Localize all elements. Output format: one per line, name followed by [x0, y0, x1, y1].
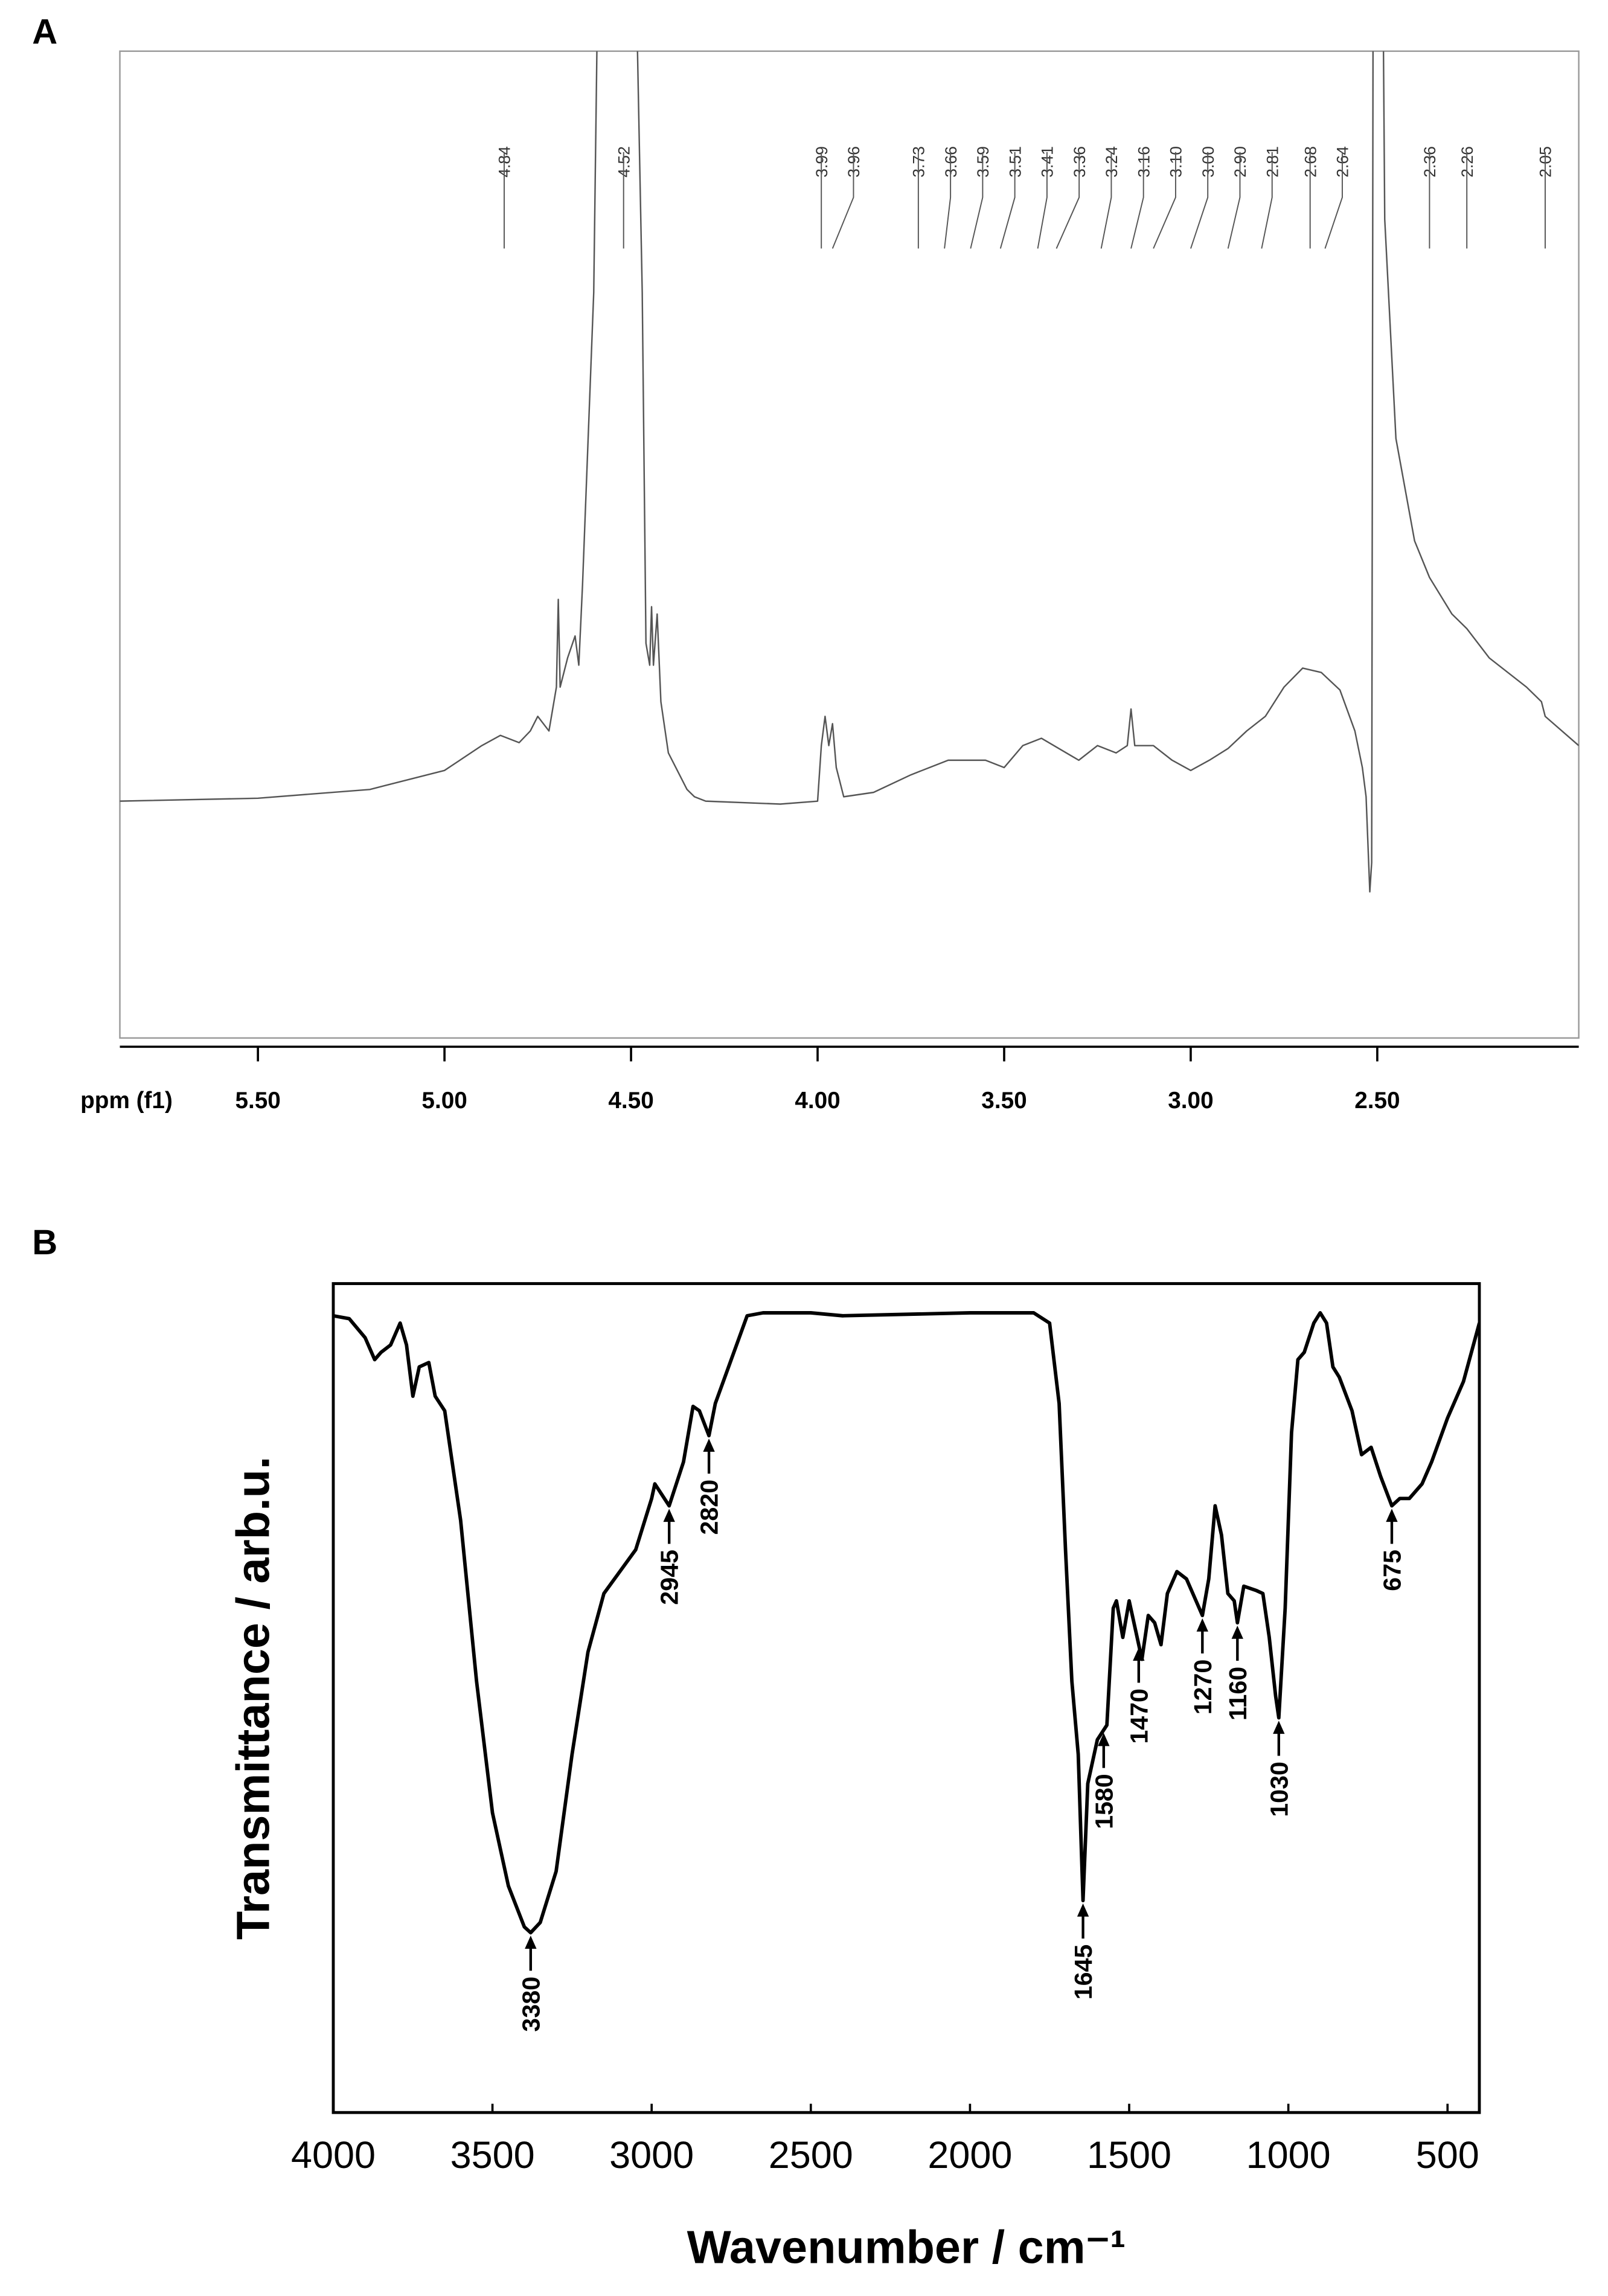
x-tick-label: 4000 [291, 2134, 376, 2176]
peak-leader [999, 152, 1016, 249]
spectrum-line [333, 1311, 1479, 1935]
arrow-head [525, 1935, 537, 1949]
peak-label: 1580 [1090, 1774, 1118, 1829]
x-tick-label: 500 [1416, 2134, 1479, 2176]
x-tick-label: 2500 [769, 2134, 853, 2176]
arrow-head [663, 1509, 675, 1522]
arrow-head [1098, 1733, 1110, 1746]
panel-label: B [32, 1223, 57, 1262]
peak-leader [944, 152, 952, 249]
peak-label: 675 [1378, 1550, 1406, 1591]
x-tick-label: 5.00 [421, 1088, 467, 1114]
x-tick-label: 5.50 [235, 1088, 280, 1114]
peak-leader [831, 152, 854, 249]
peak-label: 2820 [696, 1480, 723, 1535]
x-tick-label: 4.50 [608, 1088, 653, 1114]
peak-label: 3380 [517, 1977, 545, 2032]
x-tick-label: 1000 [1246, 2134, 1331, 2176]
peak-leader [1324, 152, 1343, 249]
plot-frame [119, 50, 1580, 1039]
plot-frame [332, 1282, 1481, 2114]
peak-leader [1037, 152, 1048, 249]
x-tick-label: 3000 [609, 2134, 694, 2176]
panel-label: A [32, 13, 57, 52]
peak-label: 1160 [1224, 1667, 1252, 1720]
peak-label: 1470 [1125, 1688, 1153, 1744]
x-tick-label: 3500 [450, 2134, 535, 2176]
peak-leader [1227, 152, 1241, 249]
x-tick-label: 2000 [927, 2134, 1012, 2176]
arrow-head [703, 1438, 715, 1452]
peak-leader [970, 152, 984, 249]
peak-leader [1100, 152, 1112, 249]
peak-label: 1030 [1265, 1762, 1293, 1817]
x-tick-label: 4.00 [795, 1088, 840, 1114]
arrow-head [1133, 1647, 1145, 1661]
arrow-head [1386, 1509, 1398, 1522]
y-axis-label: Transmittance / arb.u. [227, 1457, 279, 1940]
peak-leader [1190, 152, 1209, 249]
x-tick-label: 3.00 [1168, 1088, 1213, 1114]
arrow-head [1273, 1720, 1285, 1734]
x-tick-label: 1500 [1087, 2134, 1171, 2176]
peak-label: 2945 [656, 1550, 684, 1605]
peak-label: 1645 [1069, 1945, 1097, 2000]
x-tick-label: 3.50 [981, 1088, 1027, 1114]
x-axis-label: Wavenumber / cm⁻¹ [687, 2222, 1126, 2274]
peak-leader [1130, 152, 1144, 249]
peak-leader [1261, 152, 1273, 249]
arrow-head [1196, 1618, 1208, 1632]
arrow-head [1077, 1903, 1089, 1917]
peak-label: 1270 [1189, 1659, 1217, 1715]
arrow-head [1231, 1626, 1243, 1639]
x-tick-label: 2.50 [1354, 1088, 1400, 1114]
peak-leader [1153, 152, 1176, 249]
spectrum-line [120, 51, 1579, 893]
x-axis-label: ppm (f1) [80, 1088, 173, 1114]
peak-leader [1055, 152, 1080, 249]
